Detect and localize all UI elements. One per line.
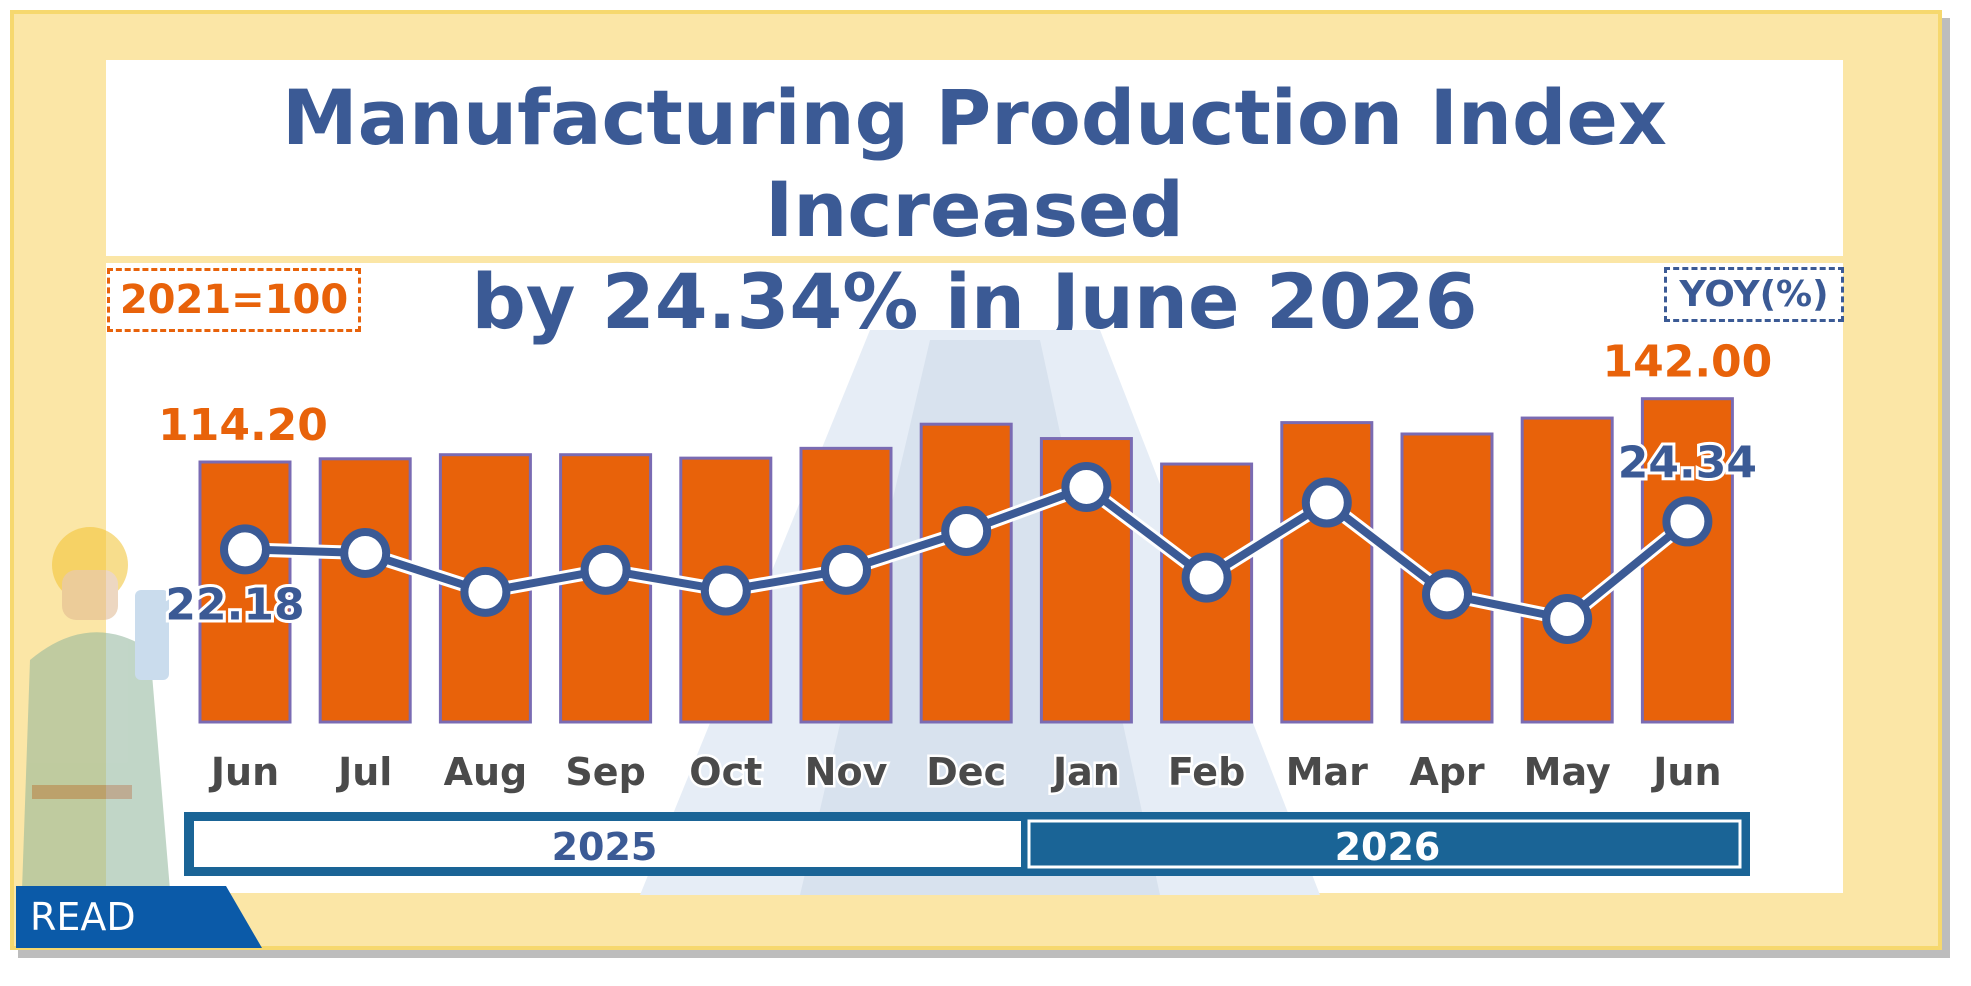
year-band-2025 [194, 821, 1021, 867]
yoy-point-5 [821, 544, 871, 595]
read-badge[interactable]: READ [16, 886, 262, 948]
bar-1 [318, 457, 412, 724]
worker-illustration [22, 527, 170, 890]
bar-0 [198, 460, 292, 724]
bar-series [198, 397, 1734, 724]
yoy-point-1 [340, 528, 391, 578]
bar-12 [1640, 397, 1734, 724]
yoy-point-8 [1181, 552, 1232, 603]
yoy-point-4 [700, 565, 751, 616]
yoy-point-6 [941, 506, 992, 556]
bar-9 [1280, 421, 1374, 724]
bar-label-0: 114.20 [158, 400, 328, 451]
year-band-2026 [1027, 819, 1742, 869]
x-tick-7: Jan [1050, 750, 1120, 794]
x-tick-1: Jul [335, 750, 392, 794]
yoy-point-10 [1422, 569, 1472, 620]
x-tick-3: Sep [565, 750, 645, 794]
x-tick-0: Jun [208, 750, 279, 794]
year-label-2026: 2026 [1335, 825, 1441, 869]
data-labels: 114.20 142.00 22.18 24.34 [155, 334, 1775, 634]
x-tick-4: Oct [689, 750, 762, 794]
x-tick-2: Aug [444, 750, 528, 794]
yoy-point-0 [220, 524, 270, 575]
yoy-line-series [220, 462, 1713, 644]
x-tick-5: Nov [805, 750, 888, 794]
yoy-label-12: 24.34 [1618, 437, 1757, 488]
yoy-point-11 [1542, 594, 1593, 644]
title-divider [106, 256, 1843, 263]
yoy-label-0: 22.18 [165, 579, 304, 630]
yoy-unit-label: YOY(%) [1664, 267, 1844, 322]
yoy-point-12 [1662, 496, 1713, 547]
bar-label-12: 142.00 [1603, 337, 1773, 388]
index-base-label: 2021=100 [107, 268, 361, 332]
x-tick-11: May [1524, 750, 1611, 794]
yoy-point-7 [1061, 462, 1112, 512]
bar-6 [919, 422, 1013, 724]
x-tick-8: Feb [1168, 750, 1245, 794]
x-tick-9: Mar [1286, 750, 1368, 794]
yoy-point-3 [580, 544, 631, 595]
x-tick-10: Apr [1409, 750, 1485, 794]
x-tick-6: Dec [926, 750, 1006, 794]
bar-11 [1520, 416, 1614, 724]
yoy-point-2 [460, 566, 511, 617]
x-tick-12: Jun [1650, 750, 1721, 794]
yoy-point-9 [1301, 477, 1352, 528]
year-band: 2025 2026 [184, 812, 1750, 876]
x-axis-ticks: Jun Jul Aug Sep Oct Nov Dec Jan Feb Mar Apr May Jun [205, 748, 1724, 797]
year-label-2025: 2025 [552, 825, 658, 869]
